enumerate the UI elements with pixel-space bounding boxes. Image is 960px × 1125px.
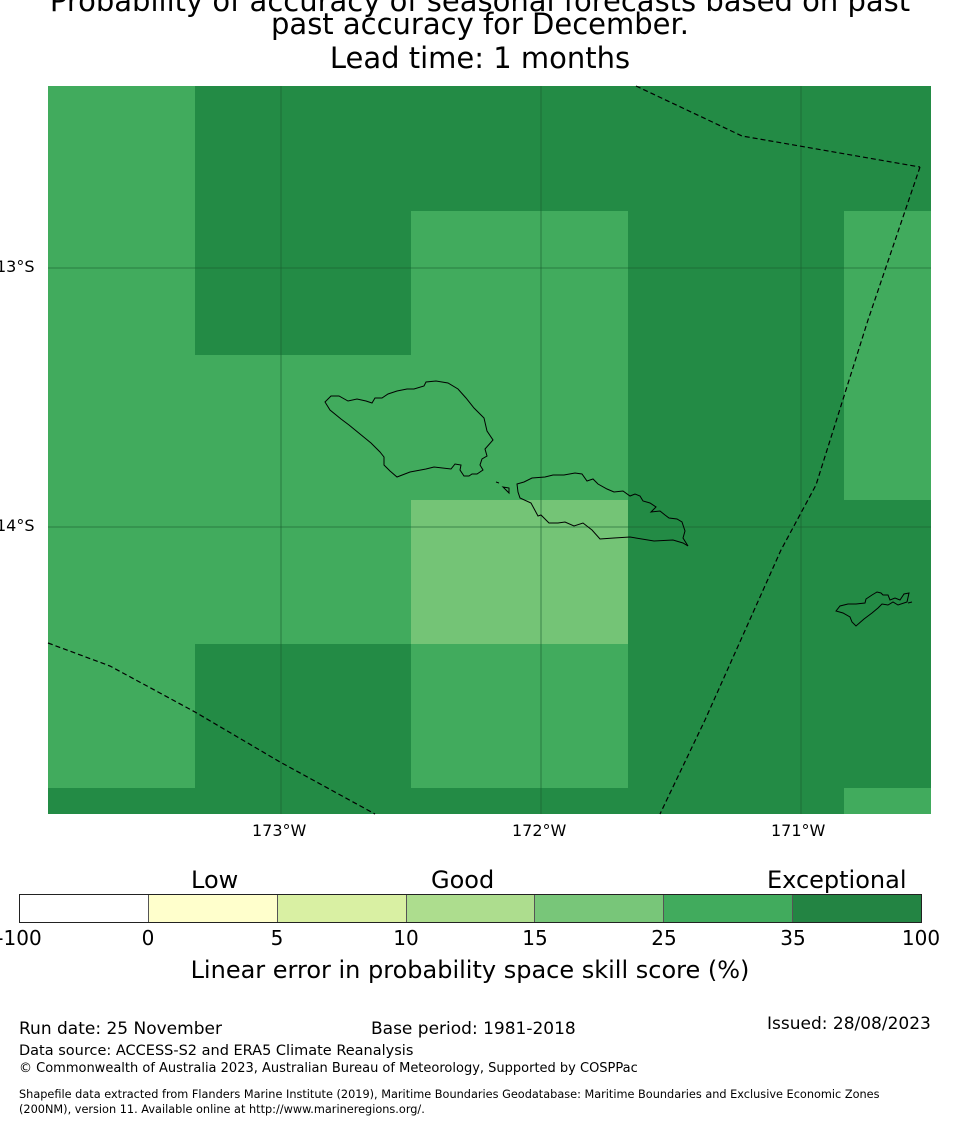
map-cell — [48, 86, 195, 211]
tutuila-island-coast — [835, 591, 910, 627]
cbar-tick: 0 — [141, 926, 155, 950]
cbar-segment — [535, 895, 665, 922]
cbar-tick: 5 — [270, 926, 284, 950]
cbar-tick: 100 — [901, 926, 941, 950]
map-cell — [628, 644, 931, 788]
map-title-line-2: past accuracy for December. — [271, 7, 689, 41]
copyright-notice: © Commonwealth of Australia 2023, Austra… — [19, 1061, 638, 1076]
cbar-tick: 15 — [522, 926, 548, 950]
map-cell — [48, 644, 195, 788]
map-cell — [628, 355, 844, 500]
x-tick-171w: 171°W — [771, 821, 826, 840]
cbar-segment — [148, 895, 278, 922]
base-period: Base period: 1981-2018 — [371, 1019, 576, 1039]
x-tick-172w: 172°W — [512, 821, 567, 840]
cbar-tick: 25 — [651, 926, 677, 950]
map-cells — [48, 86, 931, 814]
colorbar — [19, 894, 922, 923]
apolima-islet-coast — [495, 481, 500, 484]
map-cell — [628, 211, 844, 355]
map-cell — [844, 788, 931, 814]
cbar-tick: 10 — [393, 926, 419, 950]
coastlines — [324, 380, 913, 627]
map-cell — [844, 355, 931, 500]
cbar-segment — [406, 895, 536, 922]
graticule — [48, 86, 931, 814]
aunuu-islet-coast — [907, 601, 913, 604]
map-cell — [48, 500, 411, 644]
map-cell — [48, 211, 195, 355]
map-cell — [411, 211, 628, 355]
y-tick-13s: 13°S — [0, 257, 35, 276]
map-title-line-3: Lead time: 1 months — [329, 41, 631, 75]
map-cell — [411, 500, 628, 644]
cbar-category-good: Good — [431, 866, 495, 894]
cbar-segment — [277, 895, 407, 922]
savaii-island-coast — [324, 380, 494, 478]
cbar-segment — [793, 895, 922, 922]
shapefile-credit-line-1: Shapefile data extracted from Flanders M… — [19, 1088, 880, 1101]
cbar-segment — [664, 895, 794, 922]
cbar-category-exceptional: Exceptional — [767, 866, 907, 894]
y-tick-14s: 14°S — [0, 516, 35, 535]
issued-date: Issued: 28/08/2023 — [767, 1014, 931, 1034]
cbar-category-low: Low — [191, 866, 239, 894]
map-cell — [628, 500, 931, 644]
map-cell — [48, 788, 844, 814]
map-cell — [48, 355, 628, 500]
map-cell — [844, 211, 931, 355]
data-source: Data source: ACCESS-S2 and ERA5 Climate … — [19, 1043, 414, 1059]
map-cell — [195, 211, 411, 355]
map-title-line-1: Probability of accuracy of seasonal fore… — [49, 0, 911, 18]
x-tick-173w: 173°W — [252, 821, 307, 840]
shapefile-credit-line-2: (200NM), version 11. Available online at… — [19, 1103, 425, 1116]
eez-boundary-southwest — [47, 642, 376, 815]
manono-islet-coast — [501, 486, 510, 495]
map-cell — [195, 86, 931, 211]
run-date: Run date: 25 November — [19, 1019, 222, 1039]
map-cell — [411, 644, 628, 788]
maritime-boundaries — [47, 85, 921, 815]
eez-boundary-east — [659, 166, 921, 815]
cbar-tick: -100 — [0, 926, 42, 950]
cbar-tick: 35 — [780, 926, 806, 950]
skill-score-map — [47, 85, 931, 815]
cbar-segment — [20, 895, 149, 922]
map-cell — [195, 644, 411, 788]
colorbar-title: Linear error in probability space skill … — [190, 956, 750, 984]
upolu-island-coast — [516, 472, 689, 547]
